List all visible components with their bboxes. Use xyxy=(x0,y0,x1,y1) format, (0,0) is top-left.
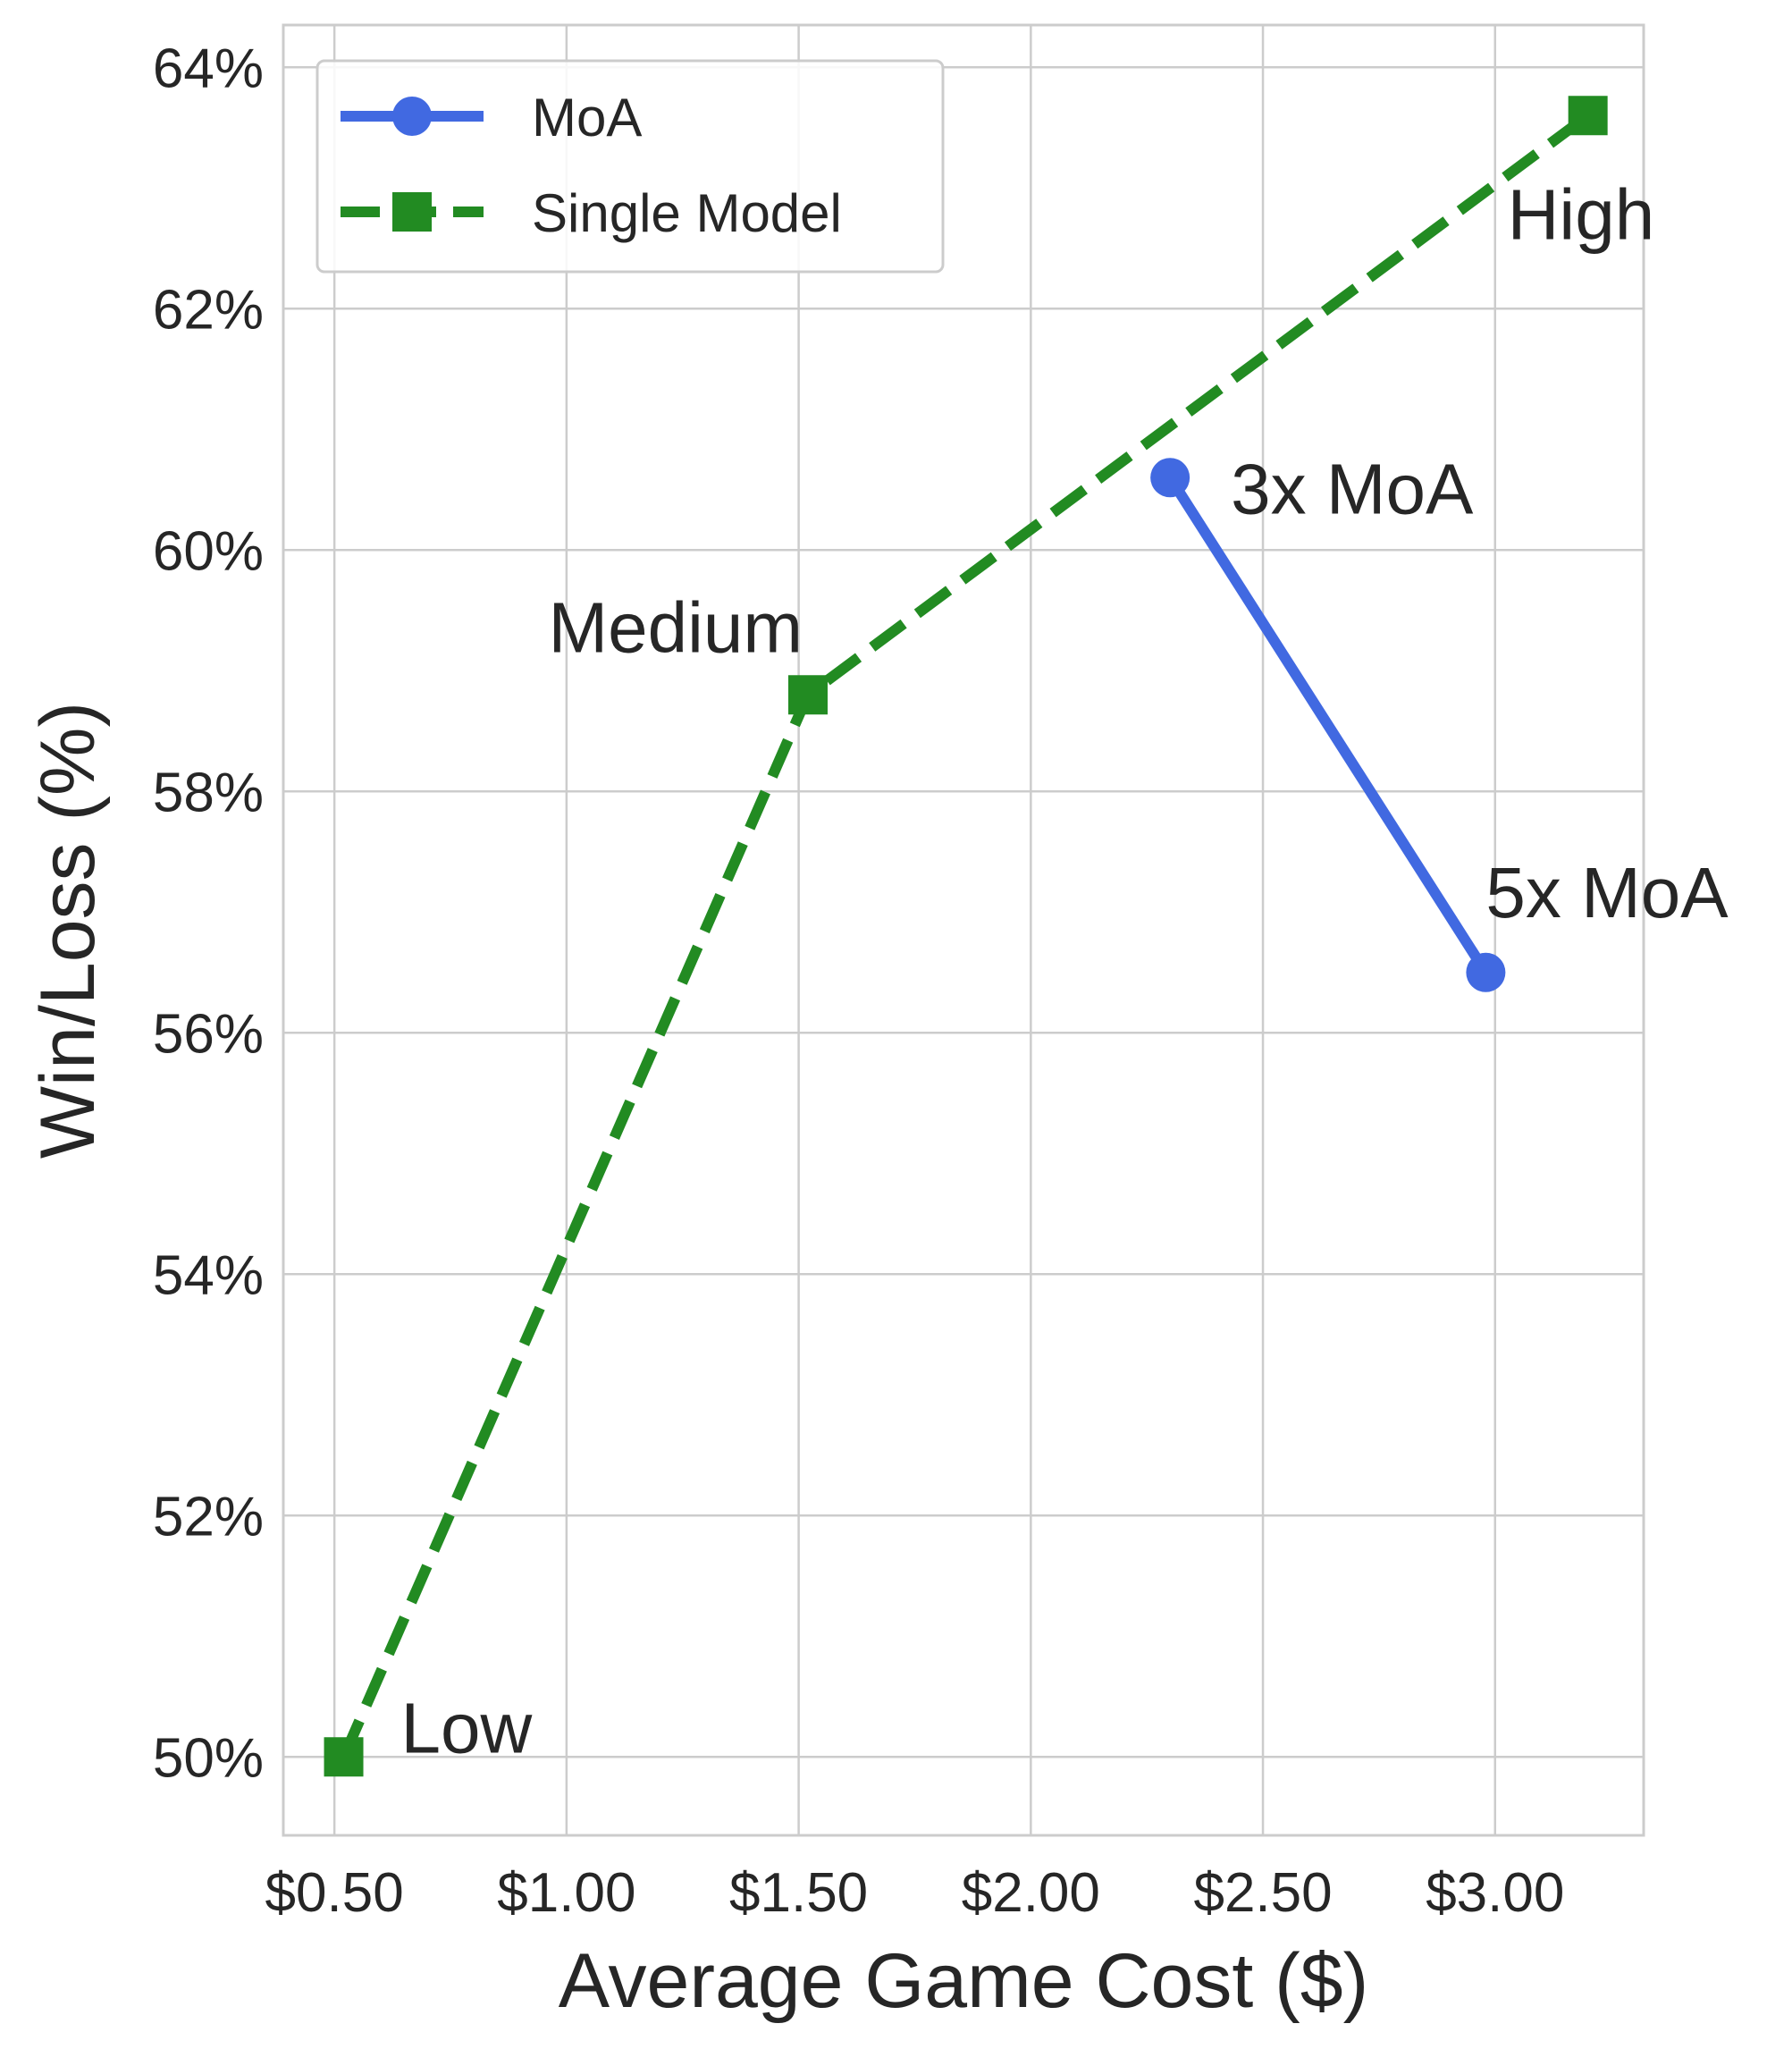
point-annotation: Low xyxy=(401,1688,533,1767)
point-annotation: High xyxy=(1508,174,1655,254)
plot-frame xyxy=(282,23,1645,1837)
single-model-point xyxy=(1568,96,1608,136)
legend-marker xyxy=(392,97,432,136)
x-axis-label: Average Game Cost ($) xyxy=(559,1938,1369,2024)
moa-line xyxy=(1165,475,1491,975)
legend-label: MoA xyxy=(532,88,642,148)
x-tick-label: $3.00 xyxy=(1426,1862,1564,1924)
legend-label: Single Model xyxy=(532,183,842,243)
moa-point xyxy=(1466,952,1506,992)
annotations: 3x MoA 5x MoA Low Medium High xyxy=(401,174,1729,1767)
x-tick-label: $2.00 xyxy=(962,1862,1100,1924)
x-tick-label: $1.00 xyxy=(497,1862,635,1924)
y-tick-label: 56% xyxy=(153,1003,264,1065)
y-tick-label: 60% xyxy=(153,520,264,582)
y-tick-label: 54% xyxy=(153,1244,264,1306)
series-layer xyxy=(324,96,1608,1777)
point-annotation: 3x MoA xyxy=(1231,449,1474,528)
single-model-point xyxy=(787,675,828,715)
grid-lines xyxy=(283,25,1644,1835)
legend-entry-moa: MoA xyxy=(341,88,642,148)
point-annotation: 5x MoA xyxy=(1485,853,1729,932)
y-axis-label: Win/Loss (%) xyxy=(25,702,111,1159)
moa-point xyxy=(1150,458,1190,498)
y-tick-label: 52% xyxy=(153,1486,264,1547)
x-tick-label: $2.50 xyxy=(1193,1862,1332,1924)
y-tick-label: 64% xyxy=(153,38,264,99)
x-tick-label: $1.50 xyxy=(729,1862,868,1924)
point-annotation: Medium xyxy=(548,587,803,667)
y-tick-label: 58% xyxy=(153,762,264,823)
tick-labels: $0.50 $1.00 $1.50 $2.00 $2.50 $3.00 50% 52% 54% 5… xyxy=(153,38,1564,1924)
legend-marker xyxy=(392,192,432,232)
y-tick-label: 50% xyxy=(153,1727,264,1789)
legend: MoA Single Model xyxy=(315,59,945,274)
single-model-point xyxy=(324,1737,364,1777)
legend-entry-single-model: Single Model xyxy=(341,183,842,243)
y-tick-label: 62% xyxy=(153,279,264,341)
x-tick-label: $0.50 xyxy=(265,1862,404,1924)
